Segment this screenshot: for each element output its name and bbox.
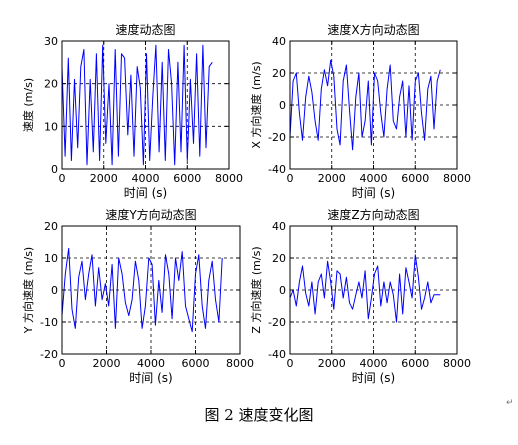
x-tick-label: 0 [59, 357, 66, 370]
y-tick-label: 10 [44, 252, 58, 265]
x-tick-label: 2000 [318, 357, 346, 370]
x-tick-label: 2000 [93, 357, 121, 370]
x-tick-label: 8000 [215, 172, 243, 185]
series-line [61, 44, 213, 166]
y-tick-label: 0 [279, 284, 286, 297]
x-axis-label: 时间 (s) [352, 371, 395, 385]
y-tick-label: 0 [51, 284, 58, 297]
y-tick-label: 20 [44, 220, 58, 233]
series-line [61, 247, 223, 333]
y-tick-label: 0 [51, 163, 58, 176]
x-tick-label: 8000 [226, 357, 254, 370]
x-tick-label: 0 [287, 357, 294, 370]
x-tick-label: 2000 [90, 172, 118, 185]
chart-title: 速度Z方向动态图 [327, 207, 419, 222]
y-axis-label: X 方向速度 (m/s) [249, 61, 263, 148]
x-tick-label: 4000 [360, 172, 388, 185]
chart-title: 速度X方向动态图 [327, 22, 419, 37]
y-axis-label: Z 方向速度 (m/s) [249, 246, 263, 333]
y-tick-label: 40 [272, 220, 286, 233]
x-tick-label: 6000 [182, 357, 210, 370]
x-tick-label: 2000 [318, 172, 346, 185]
x-tick-label: 8000 [443, 357, 471, 370]
y-tick-label: -20 [268, 131, 286, 144]
x-axis-label: 时间 (s) [124, 186, 167, 200]
x-tick-label: 4000 [132, 172, 160, 185]
x-tick-label: 0 [287, 172, 294, 185]
x-tick-label: 6000 [401, 357, 429, 370]
y-tick-label: -10 [40, 316, 58, 329]
x-tick-label: 4000 [360, 357, 388, 370]
figure-caption: 图 2 速度变化图 [204, 406, 314, 424]
y-tick-label: -20 [268, 316, 286, 329]
chart-title: 速度Y方向动态图 [105, 207, 196, 222]
y-axis-label: 速度 (m/s) [21, 78, 35, 132]
y-tick-label: 20 [272, 67, 286, 80]
x-axis-label: 时间 (s) [352, 186, 395, 200]
y-tick-label: -40 [268, 348, 286, 361]
y-tick-label: 0 [279, 99, 286, 112]
x-tick-label: 6000 [173, 172, 201, 185]
y-tick-label: 30 [44, 35, 58, 48]
y-tick-label: 20 [44, 78, 58, 91]
y-tick-label: 40 [272, 35, 286, 48]
y-tick-label: -20 [40, 348, 58, 361]
y-axis-label: Y 方向速度 (m/s) [21, 247, 35, 334]
y-tick-label: 10 [44, 120, 58, 133]
x-tick-label: 8000 [443, 172, 471, 185]
y-tick-label: -40 [268, 163, 286, 176]
y-tick-label: 20 [272, 252, 286, 265]
series-line [289, 254, 441, 323]
chart-title: 速度动态图 [115, 22, 175, 37]
x-tick-label: 4000 [137, 357, 165, 370]
x-axis-label: 时间 (s) [129, 371, 172, 385]
paragraph-mark: ↵ [506, 398, 514, 408]
x-tick-label: 0 [59, 172, 66, 185]
x-tick-label: 6000 [401, 172, 429, 185]
series-line [289, 59, 441, 151]
